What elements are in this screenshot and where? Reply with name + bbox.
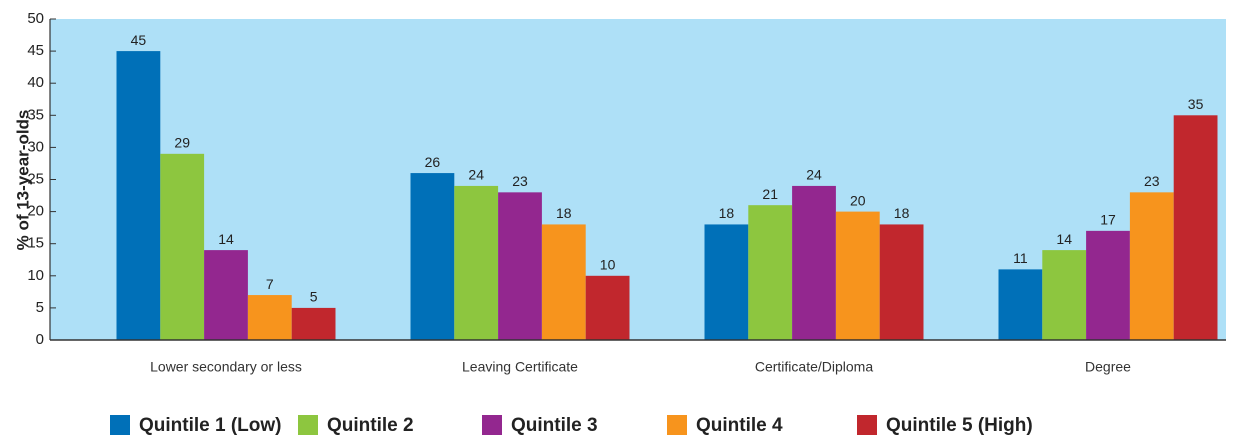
data-label: 14 (218, 231, 234, 247)
y-tick-label: 15 (27, 235, 44, 252)
bar (247, 295, 292, 340)
bar (704, 224, 749, 340)
data-label: 18 (894, 205, 910, 221)
y-tick-label: 25 (27, 170, 44, 187)
legend-swatch (482, 415, 502, 435)
x-tick-label: Lower secondary or less (150, 359, 302, 375)
bar (748, 205, 793, 340)
data-label: 29 (174, 135, 190, 151)
data-label: 14 (1056, 231, 1072, 247)
legend-label: Quintile 5 (High) (886, 415, 1033, 436)
legend-label: Quintile 3 (511, 415, 598, 436)
y-tick-label: 40 (27, 74, 44, 91)
data-label: 7 (266, 276, 274, 292)
data-label: 18 (556, 205, 572, 221)
legend-label: Quintile 4 (696, 415, 783, 436)
bar (879, 224, 924, 340)
bar (454, 185, 499, 340)
bar (998, 269, 1043, 340)
bar (1129, 192, 1174, 340)
data-label: 17 (1100, 212, 1116, 228)
data-label: 35 (1188, 96, 1204, 112)
legend-label: Quintile 1 (Low) (139, 415, 282, 436)
bar (835, 211, 880, 340)
data-label: 23 (512, 173, 528, 189)
data-label: 5 (310, 289, 318, 305)
bar (1042, 250, 1087, 340)
x-tick-label: Certificate/Diploma (755, 359, 873, 375)
bar (585, 275, 630, 340)
data-label: 24 (806, 167, 822, 183)
legend-swatch (667, 415, 687, 435)
data-label: 11 (1013, 250, 1028, 266)
legend-swatch (298, 415, 318, 435)
bar (410, 173, 455, 340)
y-tick-label: 5 (36, 299, 44, 316)
data-label: 26 (425, 154, 441, 170)
data-label: 20 (850, 192, 866, 208)
legend-swatch (110, 415, 130, 435)
bar (204, 250, 248, 340)
data-label: 24 (468, 167, 484, 183)
data-label: 10 (600, 257, 616, 273)
bar (116, 51, 161, 340)
data-label: 18 (719, 205, 735, 221)
y-axis-label: % of 13-year-olds (13, 110, 32, 251)
bar (792, 185, 836, 340)
legend-swatch (857, 415, 877, 435)
bar (160, 153, 205, 340)
x-tick-label: Leaving Certificate (462, 359, 578, 375)
x-tick-label: Degree (1085, 359, 1131, 375)
legend-label: Quintile 2 (327, 415, 414, 436)
y-tick-label: 50 (27, 10, 44, 27)
bar (291, 307, 336, 340)
y-tick-label: 35 (27, 106, 44, 123)
data-label: 45 (131, 32, 147, 48)
y-tick-label: 0 (36, 331, 44, 348)
bar (541, 224, 586, 340)
y-tick-label: 10 (27, 267, 44, 284)
bar (498, 192, 542, 340)
y-tick-label: 45 (27, 42, 44, 59)
data-label: 23 (1144, 173, 1160, 189)
y-tick-label: 20 (27, 203, 44, 220)
bar (1086, 230, 1130, 340)
y-tick-label: 30 (27, 138, 44, 155)
bar (1173, 115, 1218, 340)
data-label: 21 (762, 186, 778, 202)
